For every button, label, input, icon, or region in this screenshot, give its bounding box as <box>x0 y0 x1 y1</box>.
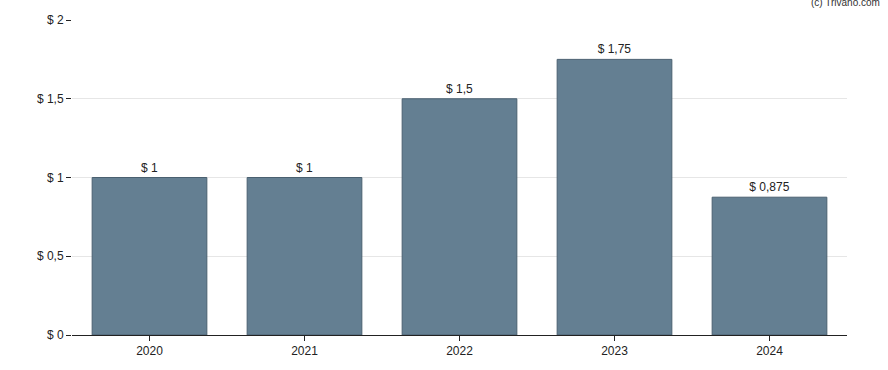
svg-text:2020: 2020 <box>136 344 163 358</box>
svg-text:2023: 2023 <box>601 344 628 358</box>
svg-text:$ 0,875: $ 0,875 <box>749 180 789 194</box>
svg-text:(c) Trivano.com: (c) Trivano.com <box>811 0 880 8</box>
svg-text:2022: 2022 <box>446 344 473 358</box>
svg-text:$ 1: $ 1 <box>47 171 64 185</box>
svg-text:2024: 2024 <box>756 344 783 358</box>
svg-text:2021: 2021 <box>291 344 318 358</box>
svg-text:$ 1: $ 1 <box>141 161 158 175</box>
svg-text:$ 1,75: $ 1,75 <box>598 42 632 56</box>
svg-text:$ 1,5: $ 1,5 <box>37 92 64 106</box>
svg-text:$ 1: $ 1 <box>296 161 313 175</box>
svg-text:$ 0,5: $ 0,5 <box>37 249 64 263</box>
svg-text:$ 1,5: $ 1,5 <box>446 82 473 96</box>
svg-text:$ 2: $ 2 <box>47 13 64 27</box>
svg-text:$ 0: $ 0 <box>47 328 64 342</box>
